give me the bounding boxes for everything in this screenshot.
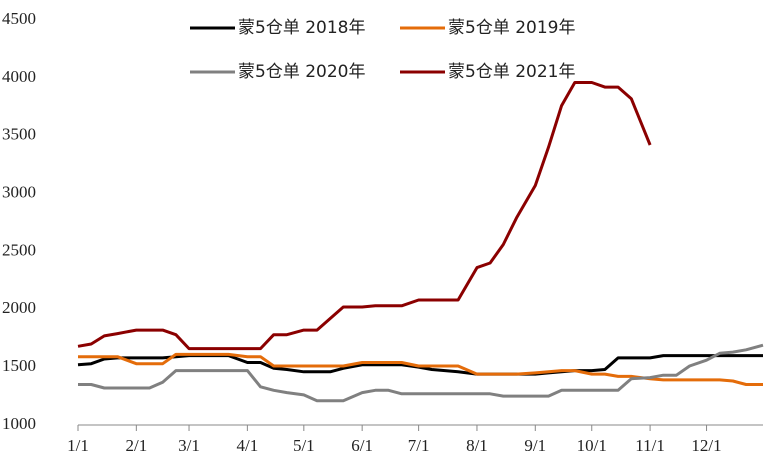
x-tick-label: 11/1: [635, 436, 665, 455]
legend-label: 蒙5仓单 2020年: [238, 62, 365, 82]
x-tick-label: 3/1: [178, 436, 200, 455]
x-tick-label: 1/1: [67, 436, 89, 455]
x-tick-label: 7/1: [408, 436, 430, 455]
y-tick-label: 2500: [2, 240, 36, 259]
x-tick-label: 9/1: [524, 436, 546, 455]
series-line: [78, 343, 764, 403]
x-tick-label: 12/1: [691, 436, 721, 455]
y-tick-label: 4500: [2, 9, 36, 28]
x-tick-label: 8/1: [466, 436, 488, 455]
x-tick-label: 5/1: [293, 436, 315, 455]
series-line: [77, 81, 652, 351]
x-tick-label: 10/1: [577, 436, 607, 455]
y-tick-label: 1000: [2, 414, 36, 433]
x-tick-label: 4/1: [237, 436, 259, 455]
x-tick-label: 2/1: [125, 436, 147, 455]
y-tick-label: 3000: [2, 182, 36, 201]
legend-label: 蒙5仓单 2021年: [448, 62, 575, 82]
y-tick-label: 1500: [2, 356, 36, 375]
y-tick-label: 3500: [2, 125, 36, 144]
x-tick-label: 6/1: [351, 436, 373, 455]
legend-label: 蒙5仓单 2019年: [448, 18, 575, 38]
y-tick-label: 4000: [2, 67, 36, 86]
y-tick-label: 2000: [2, 298, 36, 317]
legend-label: 蒙5仓单 2018年: [238, 18, 365, 38]
